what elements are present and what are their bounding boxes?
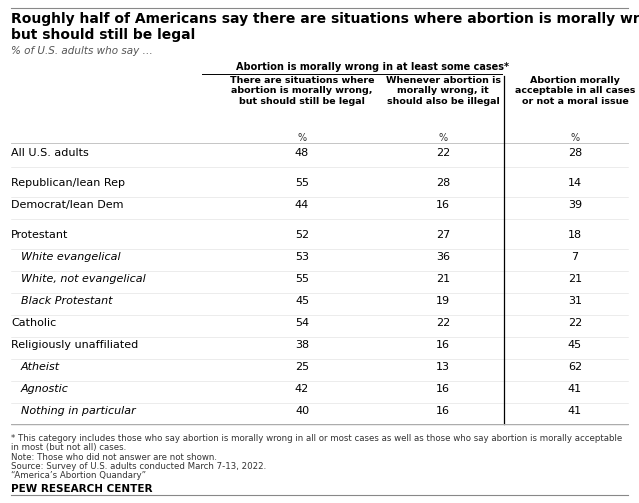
Text: Note: Those who did not answer are not shown.: Note: Those who did not answer are not s… [11,453,217,462]
Text: “America’s Abortion Quandary”: “America’s Abortion Quandary” [11,471,146,480]
Text: %: % [571,133,580,143]
Text: Abortion morally
acceptable in all cases
or not a moral issue: Abortion morally acceptable in all cases… [515,76,635,106]
Text: 16: 16 [436,406,450,416]
Text: 16: 16 [436,200,450,210]
Text: 54: 54 [295,318,309,328]
Text: 28: 28 [568,148,582,158]
Text: 36: 36 [436,252,450,262]
Text: Republican/lean Rep: Republican/lean Rep [11,178,125,188]
Text: 18: 18 [568,230,582,240]
Text: 21: 21 [568,274,582,284]
Text: 14: 14 [568,178,582,188]
Text: Catholic: Catholic [11,318,56,328]
Text: Black Protestant: Black Protestant [21,296,112,306]
Text: 16: 16 [436,340,450,350]
Text: 41: 41 [568,384,582,394]
Text: All U.S. adults: All U.S. adults [11,148,89,158]
Text: PEW RESEARCH CENTER: PEW RESEARCH CENTER [11,484,153,494]
Text: 7: 7 [571,252,578,262]
Text: 55: 55 [295,274,309,284]
Text: Source: Survey of U.S. adults conducted March 7-13, 2022.: Source: Survey of U.S. adults conducted … [11,462,266,471]
Text: White evangelical: White evangelical [21,252,121,262]
Text: Nothing in particular: Nothing in particular [21,406,135,416]
Text: Agnostic: Agnostic [21,384,69,394]
Text: 28: 28 [436,178,450,188]
Text: 52: 52 [295,230,309,240]
Text: * This category includes those who say abortion is morally wrong in all or most : * This category includes those who say a… [11,434,622,443]
Text: 39: 39 [568,200,582,210]
Text: % of U.S. adults who say …: % of U.S. adults who say … [11,46,153,56]
Text: Abortion is morally wrong in at least some cases*: Abortion is morally wrong in at least so… [236,62,509,72]
Text: Atheist: Atheist [21,362,60,372]
Text: 55: 55 [295,178,309,188]
Text: 22: 22 [436,148,450,158]
Text: but should still be legal: but should still be legal [11,28,196,42]
Text: White, not evangelical: White, not evangelical [21,274,146,284]
Text: 48: 48 [295,148,309,158]
Text: 38: 38 [295,340,309,350]
Text: 13: 13 [436,362,450,372]
Text: 31: 31 [568,296,582,306]
Text: 16: 16 [436,384,450,394]
Text: There are situations where
abortion is morally wrong,
but should still be legal: There are situations where abortion is m… [230,76,374,106]
Text: 25: 25 [295,362,309,372]
Text: Democrat/lean Dem: Democrat/lean Dem [11,200,123,210]
Text: in most (but not all) cases.: in most (but not all) cases. [11,443,127,452]
Text: 44: 44 [295,200,309,210]
Text: 21: 21 [436,274,450,284]
Text: 53: 53 [295,252,309,262]
Text: 41: 41 [568,406,582,416]
Text: 22: 22 [436,318,450,328]
Text: Religiously unaffiliated: Religiously unaffiliated [11,340,138,350]
Text: 27: 27 [436,230,450,240]
Text: 42: 42 [295,384,309,394]
Text: Roughly half of Americans say there are situations where abortion is morally wro: Roughly half of Americans say there are … [11,12,639,26]
Text: %: % [297,133,307,143]
Text: 45: 45 [568,340,582,350]
Text: 22: 22 [568,318,582,328]
Text: %: % [438,133,447,143]
Text: 62: 62 [568,362,582,372]
Text: 45: 45 [295,296,309,306]
Text: 40: 40 [295,406,309,416]
Text: Whenever abortion is
morally wrong, it
should also be illegal: Whenever abortion is morally wrong, it s… [385,76,500,106]
Text: Protestant: Protestant [11,230,68,240]
Text: 19: 19 [436,296,450,306]
